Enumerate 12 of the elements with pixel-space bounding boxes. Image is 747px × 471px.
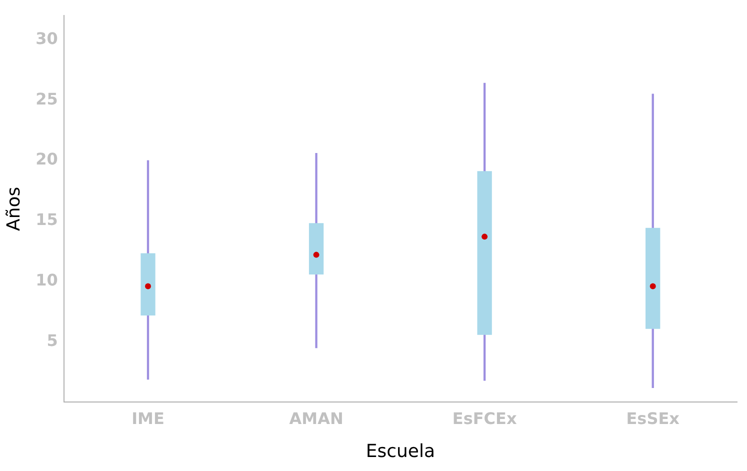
x-tick-label: AMAN — [289, 408, 344, 428]
y-tick-label: 20 — [36, 150, 58, 169]
x-axis-title: Escuela — [366, 440, 436, 462]
y-tick-label: 25 — [36, 89, 58, 108]
x-tick-label: IME — [132, 408, 164, 428]
y-axis-title: Años — [3, 186, 24, 231]
x-tick-label: EsSEx — [626, 408, 680, 428]
y-tick-label: 30 — [36, 28, 58, 48]
x-tick-label: EsFCEx — [452, 408, 518, 428]
y-tick-label: 10 — [36, 270, 58, 290]
y-tick-label: 5 — [46, 330, 58, 350]
y-tick-label: 15 — [36, 210, 58, 230]
